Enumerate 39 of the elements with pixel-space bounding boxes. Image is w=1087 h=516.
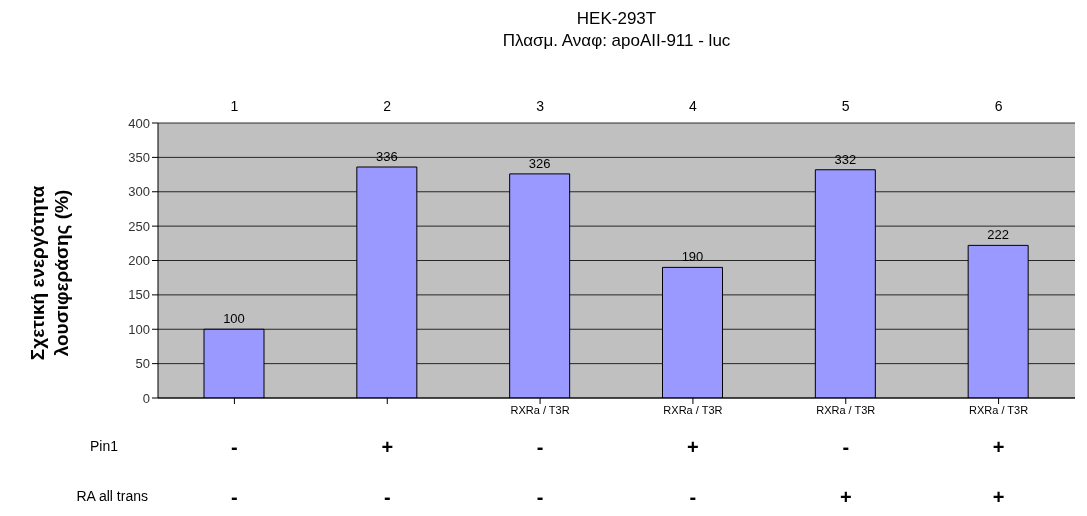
text: + bbox=[991, 436, 1006, 459]
text: - bbox=[535, 436, 545, 459]
y-tick-label: 200 bbox=[128, 253, 150, 269]
text: - bbox=[230, 436, 239, 459]
y-tick-label: 400 bbox=[128, 115, 150, 131]
text: 5 bbox=[840, 98, 851, 114]
y-tick-label: 0 bbox=[142, 390, 150, 406]
text: 3 bbox=[535, 98, 545, 114]
text: + bbox=[686, 436, 700, 459]
x-tick-label: RXRa / T3R bbox=[816, 403, 876, 416]
chart-subtitle: Πλασμ. Αναφ: apoAII-911 - luc bbox=[501, 30, 732, 52]
y-tick-label: 350 bbox=[128, 149, 150, 165]
text: - bbox=[535, 486, 545, 509]
text: - bbox=[841, 436, 851, 459]
text: 6 bbox=[993, 98, 1004, 114]
text: + bbox=[380, 436, 395, 459]
text: RA all trans bbox=[75, 488, 148, 504]
y-tick-label: 300 bbox=[128, 184, 150, 200]
chart-title: HEK-293T bbox=[575, 8, 658, 30]
text: 1 bbox=[229, 98, 240, 114]
y-tick-label: 150 bbox=[128, 287, 150, 303]
x-tick-label: RXRa / T3R bbox=[969, 403, 1029, 416]
text: - bbox=[688, 486, 698, 509]
data-label: 100 bbox=[223, 311, 245, 327]
data-label: 326 bbox=[528, 155, 551, 171]
x-tick-label: RXRa / T3R bbox=[663, 403, 723, 416]
text: 4 bbox=[688, 98, 698, 114]
y-axis-title: Σχετική ενεργότητα λουσιφεράσης (%) bbox=[26, 184, 73, 363]
text: + bbox=[991, 486, 1006, 509]
text: - bbox=[382, 486, 392, 509]
y-tick-label: 100 bbox=[128, 321, 150, 337]
text: Pin1 bbox=[88, 438, 118, 454]
y-tick-label: 50 bbox=[135, 356, 150, 372]
text: 2 bbox=[382, 98, 393, 114]
text: - bbox=[230, 486, 239, 509]
data-label: 222 bbox=[987, 227, 1010, 243]
text: + bbox=[838, 486, 853, 509]
y-tick-label: 250 bbox=[128, 218, 150, 234]
x-tick-label: RXRa / T3R bbox=[510, 403, 570, 416]
